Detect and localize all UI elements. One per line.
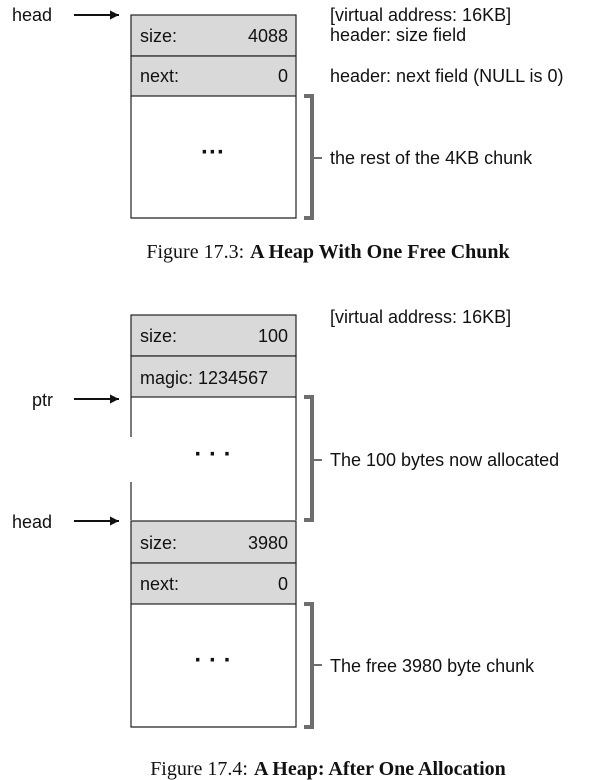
caption-title: A Heap With One Free Chunk [250,241,510,263]
header-size-value: 4088 [248,26,288,46]
note-rest-of-chunk: the rest of the 4KB chunk [330,148,533,168]
note-virtual-address: [virtual address: 16KB] [330,307,511,327]
header-next-value: 0 [278,66,288,86]
figure-17-4-caption: Figure 17.4: A Heap: After One Allocation [150,758,506,780]
head-pointer-label: head [12,512,52,532]
free-ellipsis: · · · [194,647,231,674]
alloc-ellipsis: · · · [194,441,231,468]
chunk-ellipsis: ··· [201,139,225,166]
header-size-label: size: [140,26,177,46]
figure-17-3-caption: Figure 17.3: A Heap With One Free Chunk [146,241,510,263]
alloc-size-value: 100 [258,326,288,346]
header-next-label: next: [140,66,179,86]
note-free-chunk: The free 3980 byte chunk [330,656,535,676]
free-size-value: 3980 [248,533,288,553]
note-next-field: header: next field (NULL is 0) [330,66,563,86]
note-virtual-address: [virtual address: 16KB] [330,5,511,25]
alloc-size-label: size: [140,326,177,346]
free-bracket [304,602,314,729]
free-chunk-body [130,604,297,728]
figure-17-3: head size: 4088 next: 0 ··· [virtual add… [12,5,563,263]
figure-17-4: [virtual address: 16KB] size: 100 magic:… [12,307,559,780]
head-pointer-label: head [12,5,52,25]
note-size-field: header: size field [330,25,466,45]
free-next-value: 0 [278,574,288,594]
ptr-pointer-label: ptr [32,390,53,410]
caption-title: A Heap: After One Allocation [254,758,506,780]
caption-number: Figure 17.3: [146,241,244,263]
free-chunk-body [130,96,297,219]
alloc-magic-label: magic: 1234567 [140,368,268,388]
free-next-label: next: [140,574,179,594]
chunk-bracket [304,94,314,220]
alloc-bracket [304,395,314,522]
alloc-size-cell [130,314,297,357]
free-size-label: size: [140,533,177,553]
header-next-cell [130,55,297,97]
caption-number: Figure 17.4: [150,758,248,780]
note-allocated-bytes: The 100 bytes now allocated [330,450,559,470]
free-next-cell [130,562,297,605]
alloc-magic-cell [130,355,297,398]
